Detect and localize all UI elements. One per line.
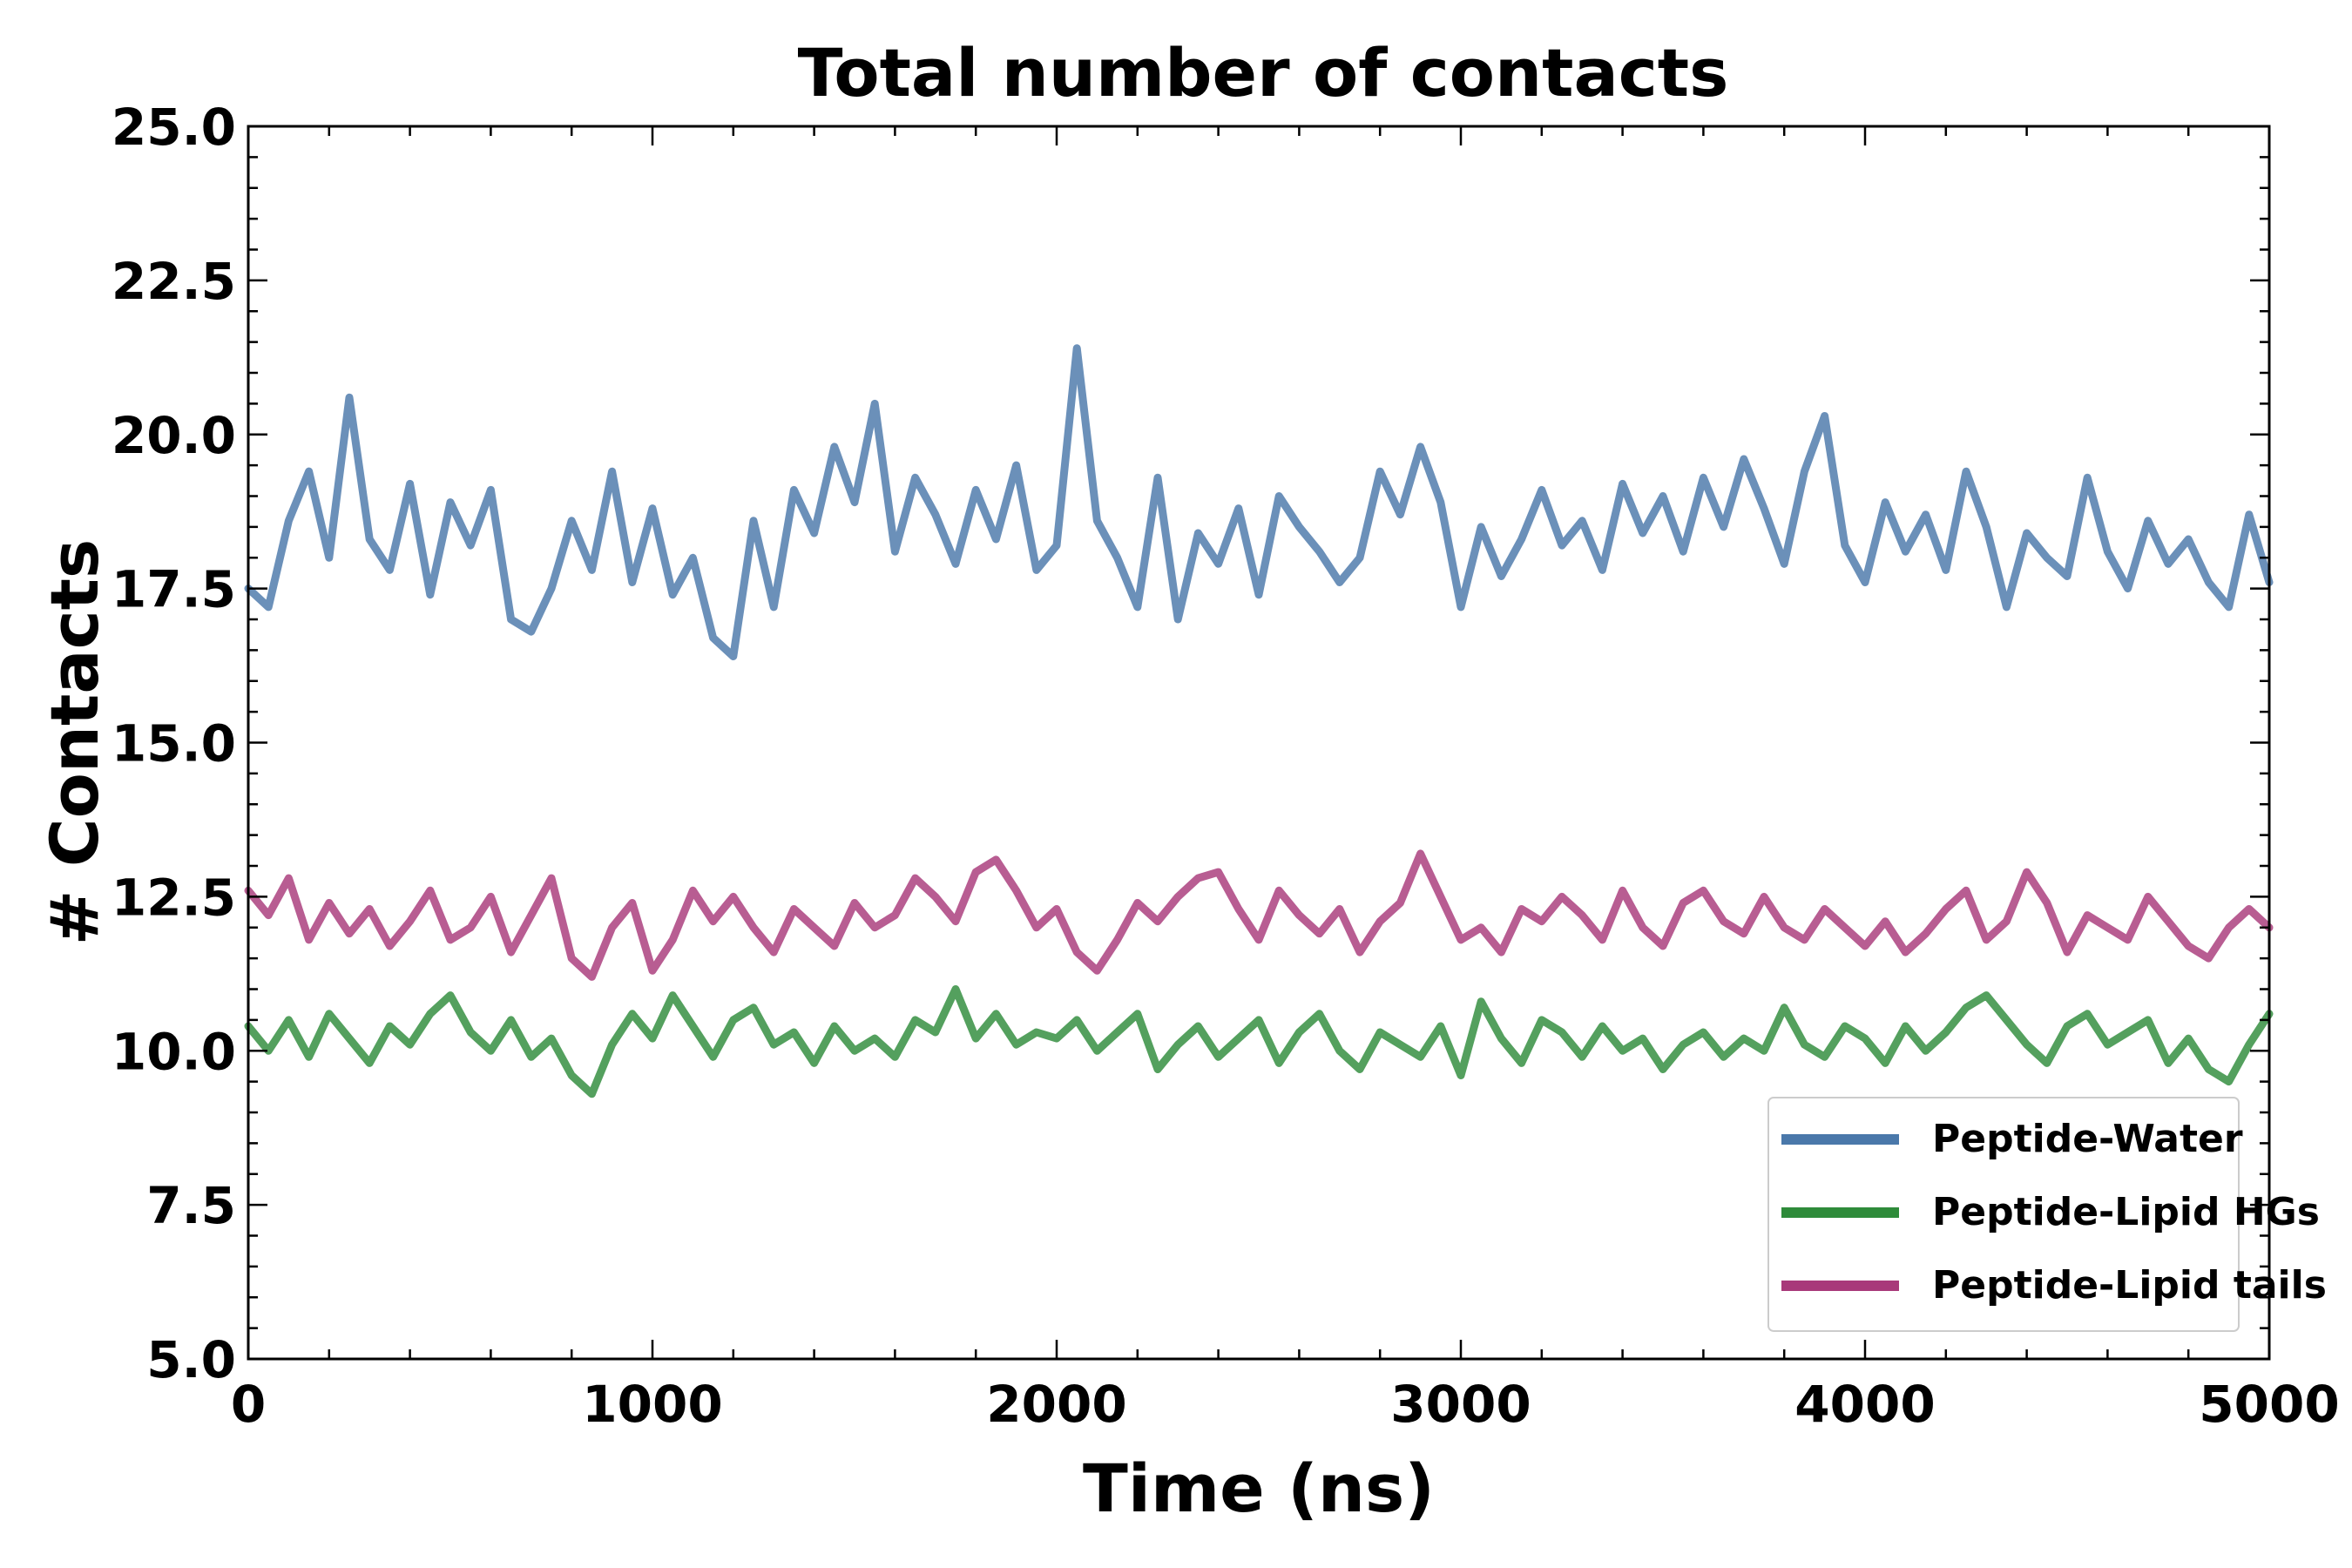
y-axis-label: # Contacts: [36, 539, 113, 945]
chart-title: Total number of contacts: [798, 34, 1729, 112]
series-layer: [244, 344, 2274, 1098]
y-tick-label: 17.5: [112, 560, 236, 619]
x-tick-label: 4000: [1794, 1375, 1935, 1434]
x-tick-label: 1000: [582, 1375, 722, 1434]
legend: Peptide-Water Peptide-Lipid HGs Peptide-…: [1767, 1097, 2327, 1332]
series-line-peptide-water: [244, 344, 2274, 660]
y-tick-label: 7.5: [146, 1176, 236, 1235]
legend-box: [1767, 1097, 2240, 1332]
series-line-peptide-lipid-tails: [244, 849, 2274, 981]
x-tick-label: 3000: [1390, 1375, 1531, 1434]
y-tick-label: 25.0: [112, 98, 236, 157]
y-tick-label: 15.0: [112, 714, 236, 774]
y-tick-label: 5.0: [146, 1330, 236, 1389]
legend-label-peptide-lipid-hgs: Peptide-Lipid HGs: [1932, 1190, 2320, 1234]
y-tick-label: 20.0: [112, 406, 236, 465]
x-tick-label: 5000: [2199, 1375, 2339, 1434]
plot-frame: [247, 125, 2271, 1361]
ticks-layer: 0 1000 2000 3000 4000 5000 5.0 7.5 10.0 12.5 15.0 1…: [112, 98, 2340, 1434]
y-tick-label: 22.5: [112, 252, 236, 311]
y-tick-label: 10.0: [112, 1022, 236, 1081]
y-tick-label: 12.5: [112, 868, 236, 927]
x-axis-label: Time (ns): [1083, 1450, 1435, 1527]
x-tick-label: 2000: [986, 1375, 1126, 1434]
series-line-peptide-lipid-hgs: [244, 985, 2274, 1098]
x-tick-label: 0: [231, 1375, 266, 1434]
legend-label-peptide-water: Peptide-Water: [1932, 1117, 2243, 1161]
legend-label-peptide-lipid-tails: Peptide-Lipid tails: [1932, 1263, 2327, 1308]
